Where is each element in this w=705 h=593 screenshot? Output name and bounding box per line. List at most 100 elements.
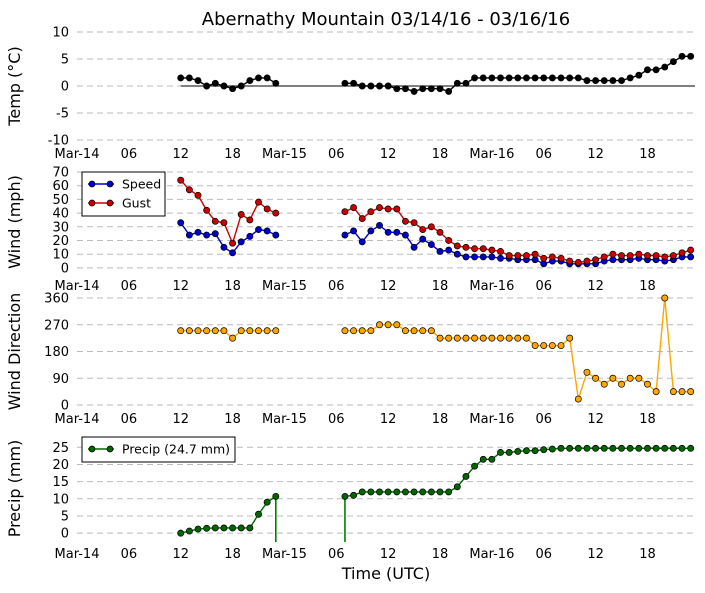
data-point <box>427 488 435 496</box>
data-point <box>592 77 600 85</box>
y-tick-label: -5 <box>56 107 69 122</box>
x-tick-label: Mar-16 <box>469 547 514 562</box>
data-point <box>523 252 530 260</box>
data-point <box>592 256 600 264</box>
x-tick-label: 12 <box>587 547 604 562</box>
data-point <box>367 327 375 335</box>
data-point <box>471 253 479 261</box>
data-point <box>401 327 409 335</box>
legend-label: Speed <box>122 177 161 192</box>
data-point <box>669 58 677 66</box>
data-point <box>618 380 625 388</box>
data-point <box>246 232 254 240</box>
data-point <box>350 79 358 87</box>
y-tick-label: 50 <box>52 193 69 208</box>
data-point <box>488 74 496 82</box>
data-point <box>488 334 496 342</box>
data-point <box>618 252 625 260</box>
data-point <box>471 245 479 253</box>
data-point <box>419 327 427 335</box>
data-point <box>678 52 686 60</box>
data-point <box>635 71 643 79</box>
data-point <box>540 254 548 262</box>
data-point <box>523 74 530 82</box>
x-tick-label: Mar-16 <box>469 279 514 294</box>
data-point <box>358 488 366 496</box>
data-point <box>177 327 185 335</box>
data-point <box>445 334 453 342</box>
data-point <box>229 239 237 247</box>
x-tick-label: 06 <box>121 412 138 427</box>
legend-marker <box>106 199 114 207</box>
data-point <box>514 252 522 260</box>
data-point <box>194 77 202 85</box>
data-point <box>427 327 435 335</box>
x-tick-label: 18 <box>224 547 241 562</box>
data-point <box>427 85 435 93</box>
data-point <box>548 253 556 261</box>
data-point <box>652 388 660 396</box>
x-tick-label: Mar-14 <box>55 547 100 562</box>
x-tick-label: 12 <box>380 412 397 427</box>
data-point <box>376 82 383 90</box>
data-point <box>574 258 582 266</box>
data-point <box>583 77 591 85</box>
data-point <box>661 63 669 71</box>
data-point <box>479 253 487 261</box>
x-tick-label: 12 <box>587 412 604 427</box>
data-point <box>600 253 608 261</box>
data-point <box>185 231 193 239</box>
legend-marker <box>88 199 96 207</box>
y-tick-label: 30 <box>52 220 69 235</box>
data-point <box>220 219 228 227</box>
data-point <box>445 246 453 254</box>
data-point <box>263 205 271 213</box>
data-point <box>557 444 565 452</box>
data-point <box>488 253 496 261</box>
data-point <box>419 226 427 233</box>
data-point <box>548 74 556 82</box>
data-point <box>427 223 435 231</box>
y-tick-label: 40 <box>52 207 69 222</box>
y-tick-label: -10 <box>48 134 69 149</box>
data-point <box>497 334 504 342</box>
data-point <box>566 444 574 452</box>
data-point <box>540 446 548 454</box>
x-tick-label: 06 <box>328 279 345 294</box>
data-point <box>376 221 383 229</box>
data-point <box>367 488 375 496</box>
data-point <box>220 327 228 335</box>
data-point <box>453 483 461 491</box>
y-tick-label: 20 <box>52 458 69 473</box>
data-point <box>436 334 444 342</box>
data-point <box>177 219 185 227</box>
data-point <box>410 327 418 335</box>
data-point <box>237 211 245 218</box>
data-point <box>540 342 548 350</box>
data-point <box>358 82 366 90</box>
data-point <box>531 250 539 258</box>
data-point <box>574 395 582 403</box>
x-tick-label: 06 <box>535 147 552 162</box>
data-point <box>687 444 695 452</box>
data-point <box>626 374 634 382</box>
x-tick-label: 18 <box>432 412 449 427</box>
data-point <box>687 253 695 261</box>
data-point <box>384 228 392 236</box>
data-point <box>255 74 262 82</box>
data-point <box>410 488 418 496</box>
data-point <box>678 388 686 396</box>
data-point <box>419 488 427 496</box>
x-tick-label: 18 <box>639 279 656 294</box>
y-tick-label: 20 <box>52 234 69 249</box>
data-point <box>341 327 349 335</box>
data-point <box>401 488 409 496</box>
data-point <box>427 241 435 249</box>
x-tick-label: Mar-15 <box>262 547 307 562</box>
data-point <box>514 74 522 82</box>
data-point <box>652 444 660 452</box>
y-tick-label: 60 <box>52 179 69 194</box>
data-point <box>350 204 358 212</box>
data-point <box>185 74 193 82</box>
data-point <box>263 327 271 335</box>
